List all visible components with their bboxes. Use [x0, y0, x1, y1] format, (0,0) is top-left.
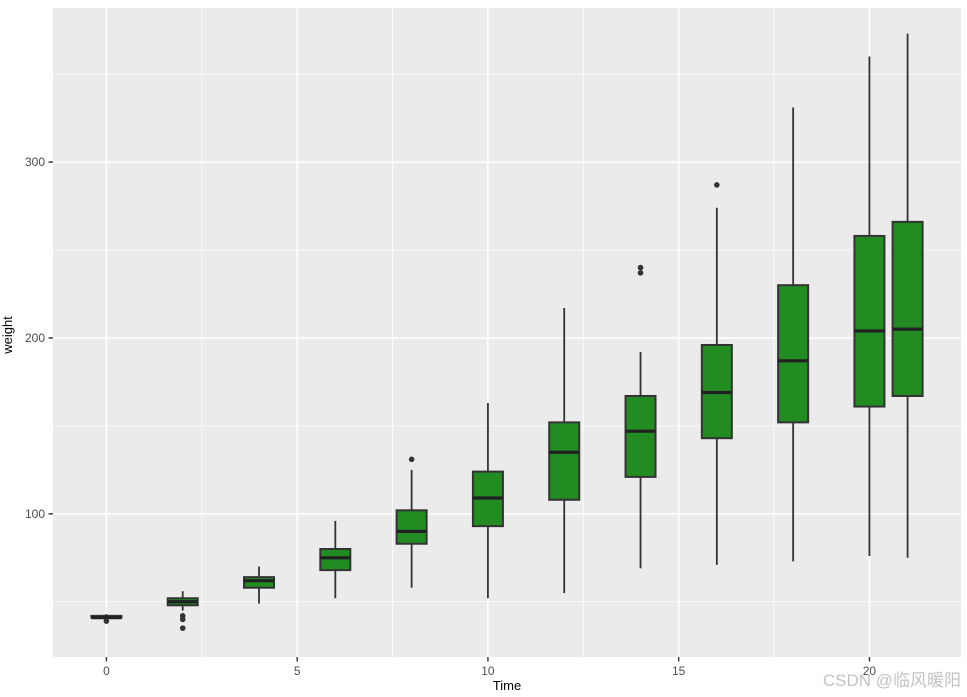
- iqr-box: [853, 234, 886, 408]
- outlier-point: [408, 456, 415, 463]
- outlier-point: [637, 264, 644, 271]
- boxplot-time-10: [471, 403, 504, 599]
- outlier-point: [179, 616, 186, 623]
- iqr-box: [548, 421, 581, 501]
- outlier-point: [179, 625, 186, 631]
- y-tick-label: 200: [25, 331, 45, 345]
- boxplot-time-2: [166, 591, 199, 631]
- boxplot-time-12: [548, 308, 581, 593]
- x-tick-label: 20: [863, 664, 877, 678]
- iqr-box: [891, 220, 924, 397]
- y-axis-title: weight: [0, 316, 15, 354]
- outlier-point: [714, 182, 720, 188]
- outlier-point: [637, 270, 644, 276]
- panel-background: [53, 8, 961, 657]
- boxplot-time-21: [891, 33, 924, 558]
- iqr-box: [624, 394, 657, 478]
- boxplot-time-18: [777, 107, 810, 562]
- boxplot-time-16: [700, 182, 733, 565]
- iqr-box: [395, 509, 428, 545]
- boxplot-time-6: [319, 520, 352, 599]
- x-tick-label: 10: [481, 664, 495, 678]
- x-tick-label: 0: [103, 664, 110, 678]
- y-tick-label: 300: [25, 155, 45, 169]
- iqr-box: [243, 576, 276, 589]
- iqr-box: [319, 548, 352, 572]
- outlier-point: [103, 618, 110, 624]
- x-axis-title: Time: [492, 678, 522, 693]
- boxplot-time-4: [243, 566, 276, 604]
- boxplot-time-14: [624, 264, 657, 569]
- y-tick-label: 100: [25, 507, 45, 521]
- boxplot-time-8: [395, 456, 428, 588]
- x-tick-label: 15: [672, 664, 686, 678]
- boxplot-time-20: [853, 56, 886, 557]
- boxplot-time-0: [90, 614, 123, 624]
- watermark: CSDN @临风暖阳: [822, 671, 961, 690]
- iqr-box: [777, 284, 810, 424]
- x-tick-label: 5: [294, 664, 301, 678]
